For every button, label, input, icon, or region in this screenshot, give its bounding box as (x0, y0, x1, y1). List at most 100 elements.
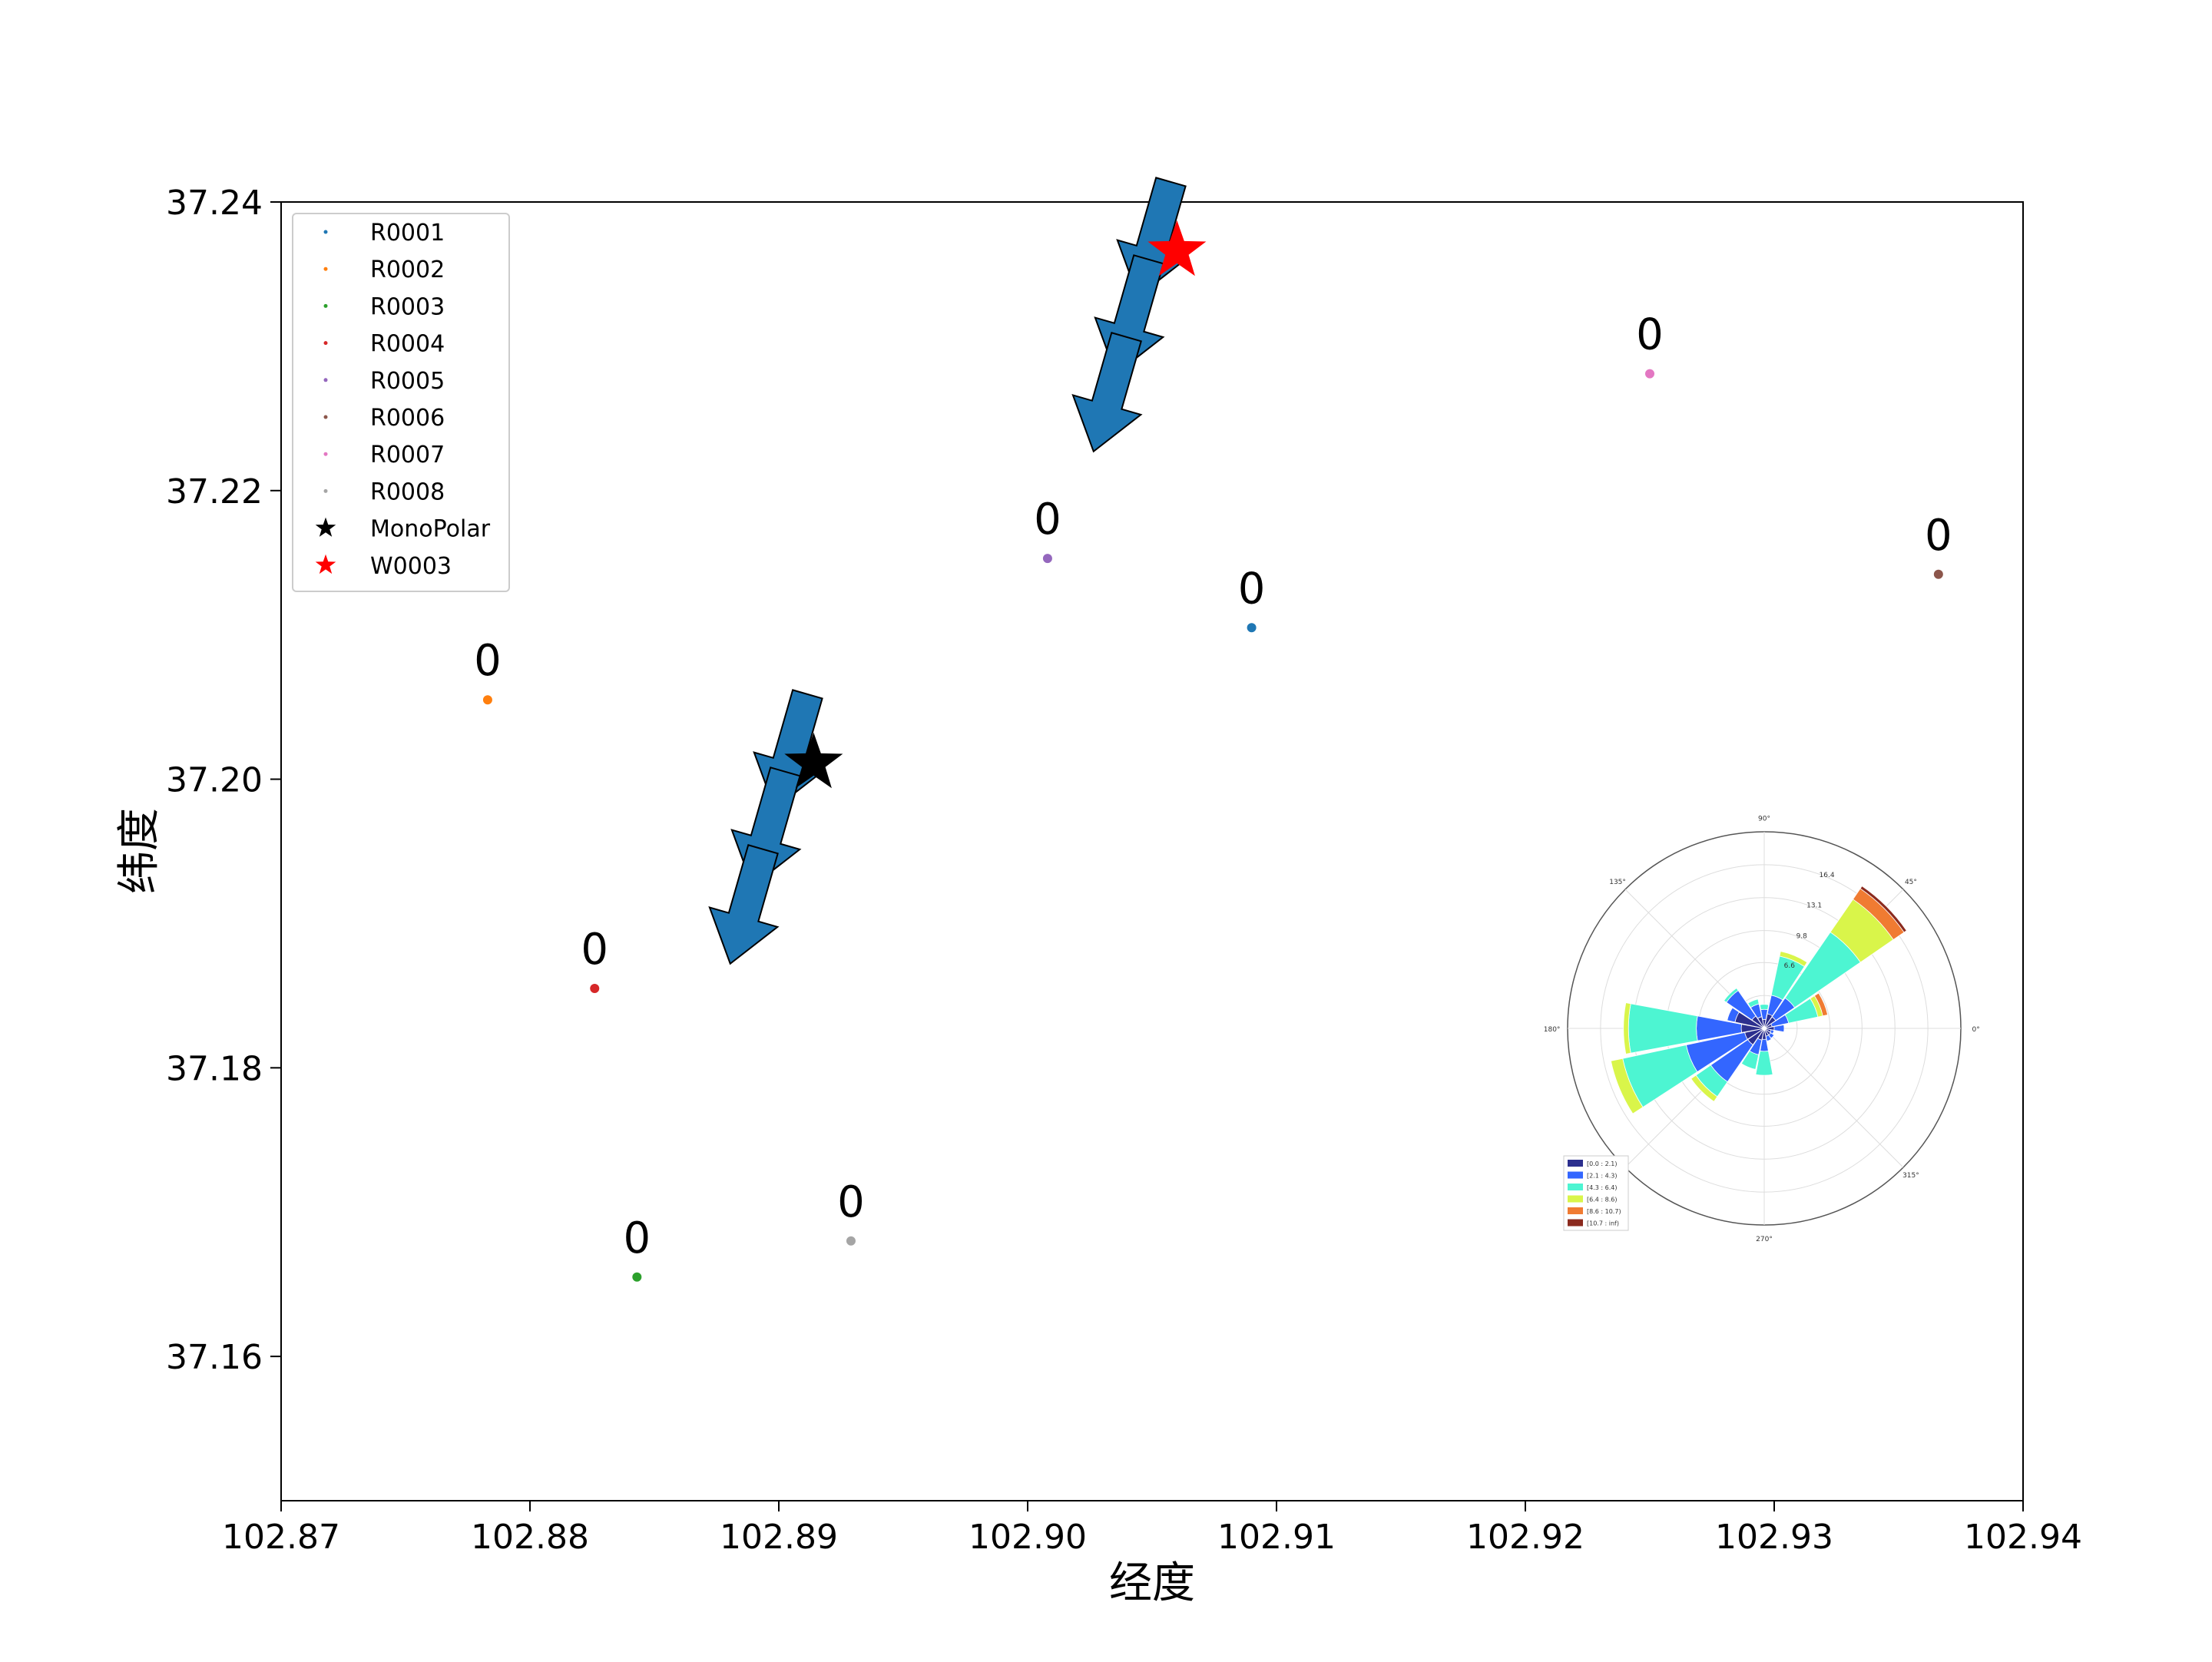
legend-marker-r0002 (323, 267, 328, 271)
y-tick-label: 37.16 (166, 1338, 263, 1377)
windrose-legend-swatch (1568, 1160, 1583, 1167)
legend-label-r0008: R0008 (370, 478, 445, 505)
legend-marker-r0007 (323, 452, 328, 456)
receptor-point-r0005 (1042, 554, 1052, 564)
receptor-point-r0008 (846, 1236, 856, 1246)
windrose-angle-label: 135° (1609, 879, 1626, 886)
windrose-sector-segment (1740, 1050, 1760, 1070)
y-tick-label: 37.20 (166, 761, 263, 800)
windrose-legend-label: [4.3 : 6.4) (1587, 1184, 1617, 1191)
legend-marker-r0008 (323, 488, 328, 493)
receptor-point-r0006 (1933, 569, 1943, 579)
source-star-monopolar (784, 732, 843, 789)
windrose-legend-swatch (1568, 1171, 1583, 1179)
windrose-radial-label: 13.1 (1806, 902, 1822, 910)
legend-label-r0003: R0003 (370, 293, 445, 320)
receptor-point-r0001 (1247, 623, 1257, 633)
windrose-legend-swatch (1568, 1195, 1583, 1203)
windrose-legend-label: [8.6 : 10.7) (1587, 1208, 1621, 1215)
windrose-sector-segment (1723, 987, 1739, 1003)
y-axis-title: 纬度 (114, 808, 164, 894)
windrose-angle-label: 315° (1902, 1172, 1919, 1180)
wind-arrow (1071, 331, 1143, 453)
source-star-w0003 (1147, 220, 1207, 276)
x-axis-ticks: 102.87 102.88 102.89 102.90 102.91 102.92 102.… (222, 1501, 2082, 1557)
y-tick-label: 37.24 (166, 184, 263, 223)
legend-marker-w0003 (315, 554, 336, 574)
windrose-angle-label: 90° (1758, 815, 1770, 823)
receptor-value-label: 0 (1925, 511, 1952, 561)
windrose-legend-swatch (1568, 1207, 1583, 1214)
windrose-angle-label: 180° (1544, 1026, 1561, 1034)
windrose-legend-label: [6.4 : 8.6) (1587, 1197, 1617, 1203)
windrose-radial-label: 16.4 (1820, 872, 1835, 879)
windrose-sector-segment (1768, 1032, 1775, 1039)
windrose-sector-segment (1765, 1035, 1772, 1041)
wind-arrows (708, 177, 1187, 965)
windrose-sector-segment (1623, 1002, 1631, 1054)
windrose-sector-segment (1770, 1029, 1775, 1035)
receptor-point-r0003 (632, 1272, 642, 1282)
windrose-angle-label: 45° (1905, 879, 1917, 886)
source-markers (784, 220, 1207, 789)
x-tick-label: 102.87 (222, 1518, 340, 1557)
windrose-sector-segment (1773, 1024, 1785, 1033)
legend-label-monopolar: MonoPolar (370, 516, 491, 543)
x-tick-label: 102.94 (1964, 1518, 2082, 1557)
legend-marker-r0003 (323, 303, 328, 308)
receptor-value-label: 0 (1238, 564, 1266, 614)
x-tick-label: 102.93 (1715, 1518, 1833, 1557)
legend-marker-r0001 (323, 230, 328, 234)
receptor-point-r0007 (1645, 369, 1654, 379)
windrose-radial-label: 6.6 (1784, 962, 1796, 970)
x-tick-label: 102.90 (969, 1518, 1087, 1557)
windrose-angle-label: 0° (1972, 1026, 1979, 1034)
windrose-sector-segment (1727, 1007, 1740, 1023)
wind-arrow (708, 844, 780, 965)
x-axis-title: 经度 (1109, 1558, 1195, 1608)
x-tick-label: 102.89 (720, 1518, 838, 1557)
legend-label-w0003: W0003 (370, 553, 452, 580)
receptor-point-r0004 (590, 983, 600, 993)
legend-marker-monopolar (315, 517, 336, 537)
legend-label-r0001: R0001 (370, 220, 445, 247)
legend-label-r0005: R0005 (370, 368, 445, 395)
windrose-legend-box (1563, 1155, 1629, 1231)
receptor-value-label: 0 (623, 1213, 651, 1263)
windrose-sector-segment (1859, 886, 1907, 933)
windrose-sector-segment (1755, 1050, 1773, 1076)
windrose-sector-segment (1759, 1004, 1770, 1011)
windrose-radial-label: 9.8 (1796, 932, 1808, 940)
windrose-grid-spoke (1763, 1028, 1904, 1168)
receptor-value-label: 0 (1034, 495, 1061, 545)
legend-items: R0001 R0002 R0003 R0004 R0005 R0006 R0007 R0008… (315, 220, 491, 580)
windrose-sector-segment (1610, 1058, 1644, 1114)
legend-marker-r0004 (323, 341, 328, 346)
receptor-point-r0002 (482, 695, 492, 705)
legend-label-r0004: R0004 (370, 331, 445, 358)
receptor-value-label: 0 (474, 636, 502, 686)
windrose-legend-label: [10.7 : inf) (1587, 1220, 1619, 1227)
receptor-value-label: 0 (1636, 310, 1664, 360)
windrose-legend-label: [2.1 : 4.3) (1587, 1173, 1617, 1180)
legend-label-r0006: R0006 (370, 405, 445, 432)
receptor-points: 0 0 0 0 0 0 0 0 (474, 310, 1952, 1282)
y-tick-label: 37.18 (166, 1049, 263, 1088)
legend-label-r0002: R0002 (370, 257, 445, 283)
y-tick-label: 37.22 (166, 472, 263, 512)
y-axis-ticks: 37.24 37.22 37.20 37.18 37.16 (166, 184, 281, 1377)
windrose-inset: 90° 45° 0° 315° 270° 180° 135° 6.6 9.8 13.1 16.4 [0… (1544, 815, 1980, 1243)
windrose-legend-label: [0.0 : 2.1) (1587, 1160, 1617, 1167)
legend-label-r0007: R0007 (370, 442, 445, 468)
x-tick-label: 102.88 (471, 1518, 589, 1557)
legend: R0001 R0002 R0003 R0004 R0005 R0006 R0007 R0008… (292, 213, 510, 592)
x-tick-label: 102.91 (1217, 1518, 1336, 1557)
windrose-legend-swatch (1568, 1219, 1583, 1227)
windrose-sector-segment (1690, 1074, 1718, 1102)
legend-marker-r0006 (323, 415, 328, 419)
windrose-legend-swatch (1568, 1184, 1583, 1190)
x-tick-label: 102.92 (1466, 1518, 1584, 1557)
receptor-value-label: 0 (837, 1177, 865, 1227)
